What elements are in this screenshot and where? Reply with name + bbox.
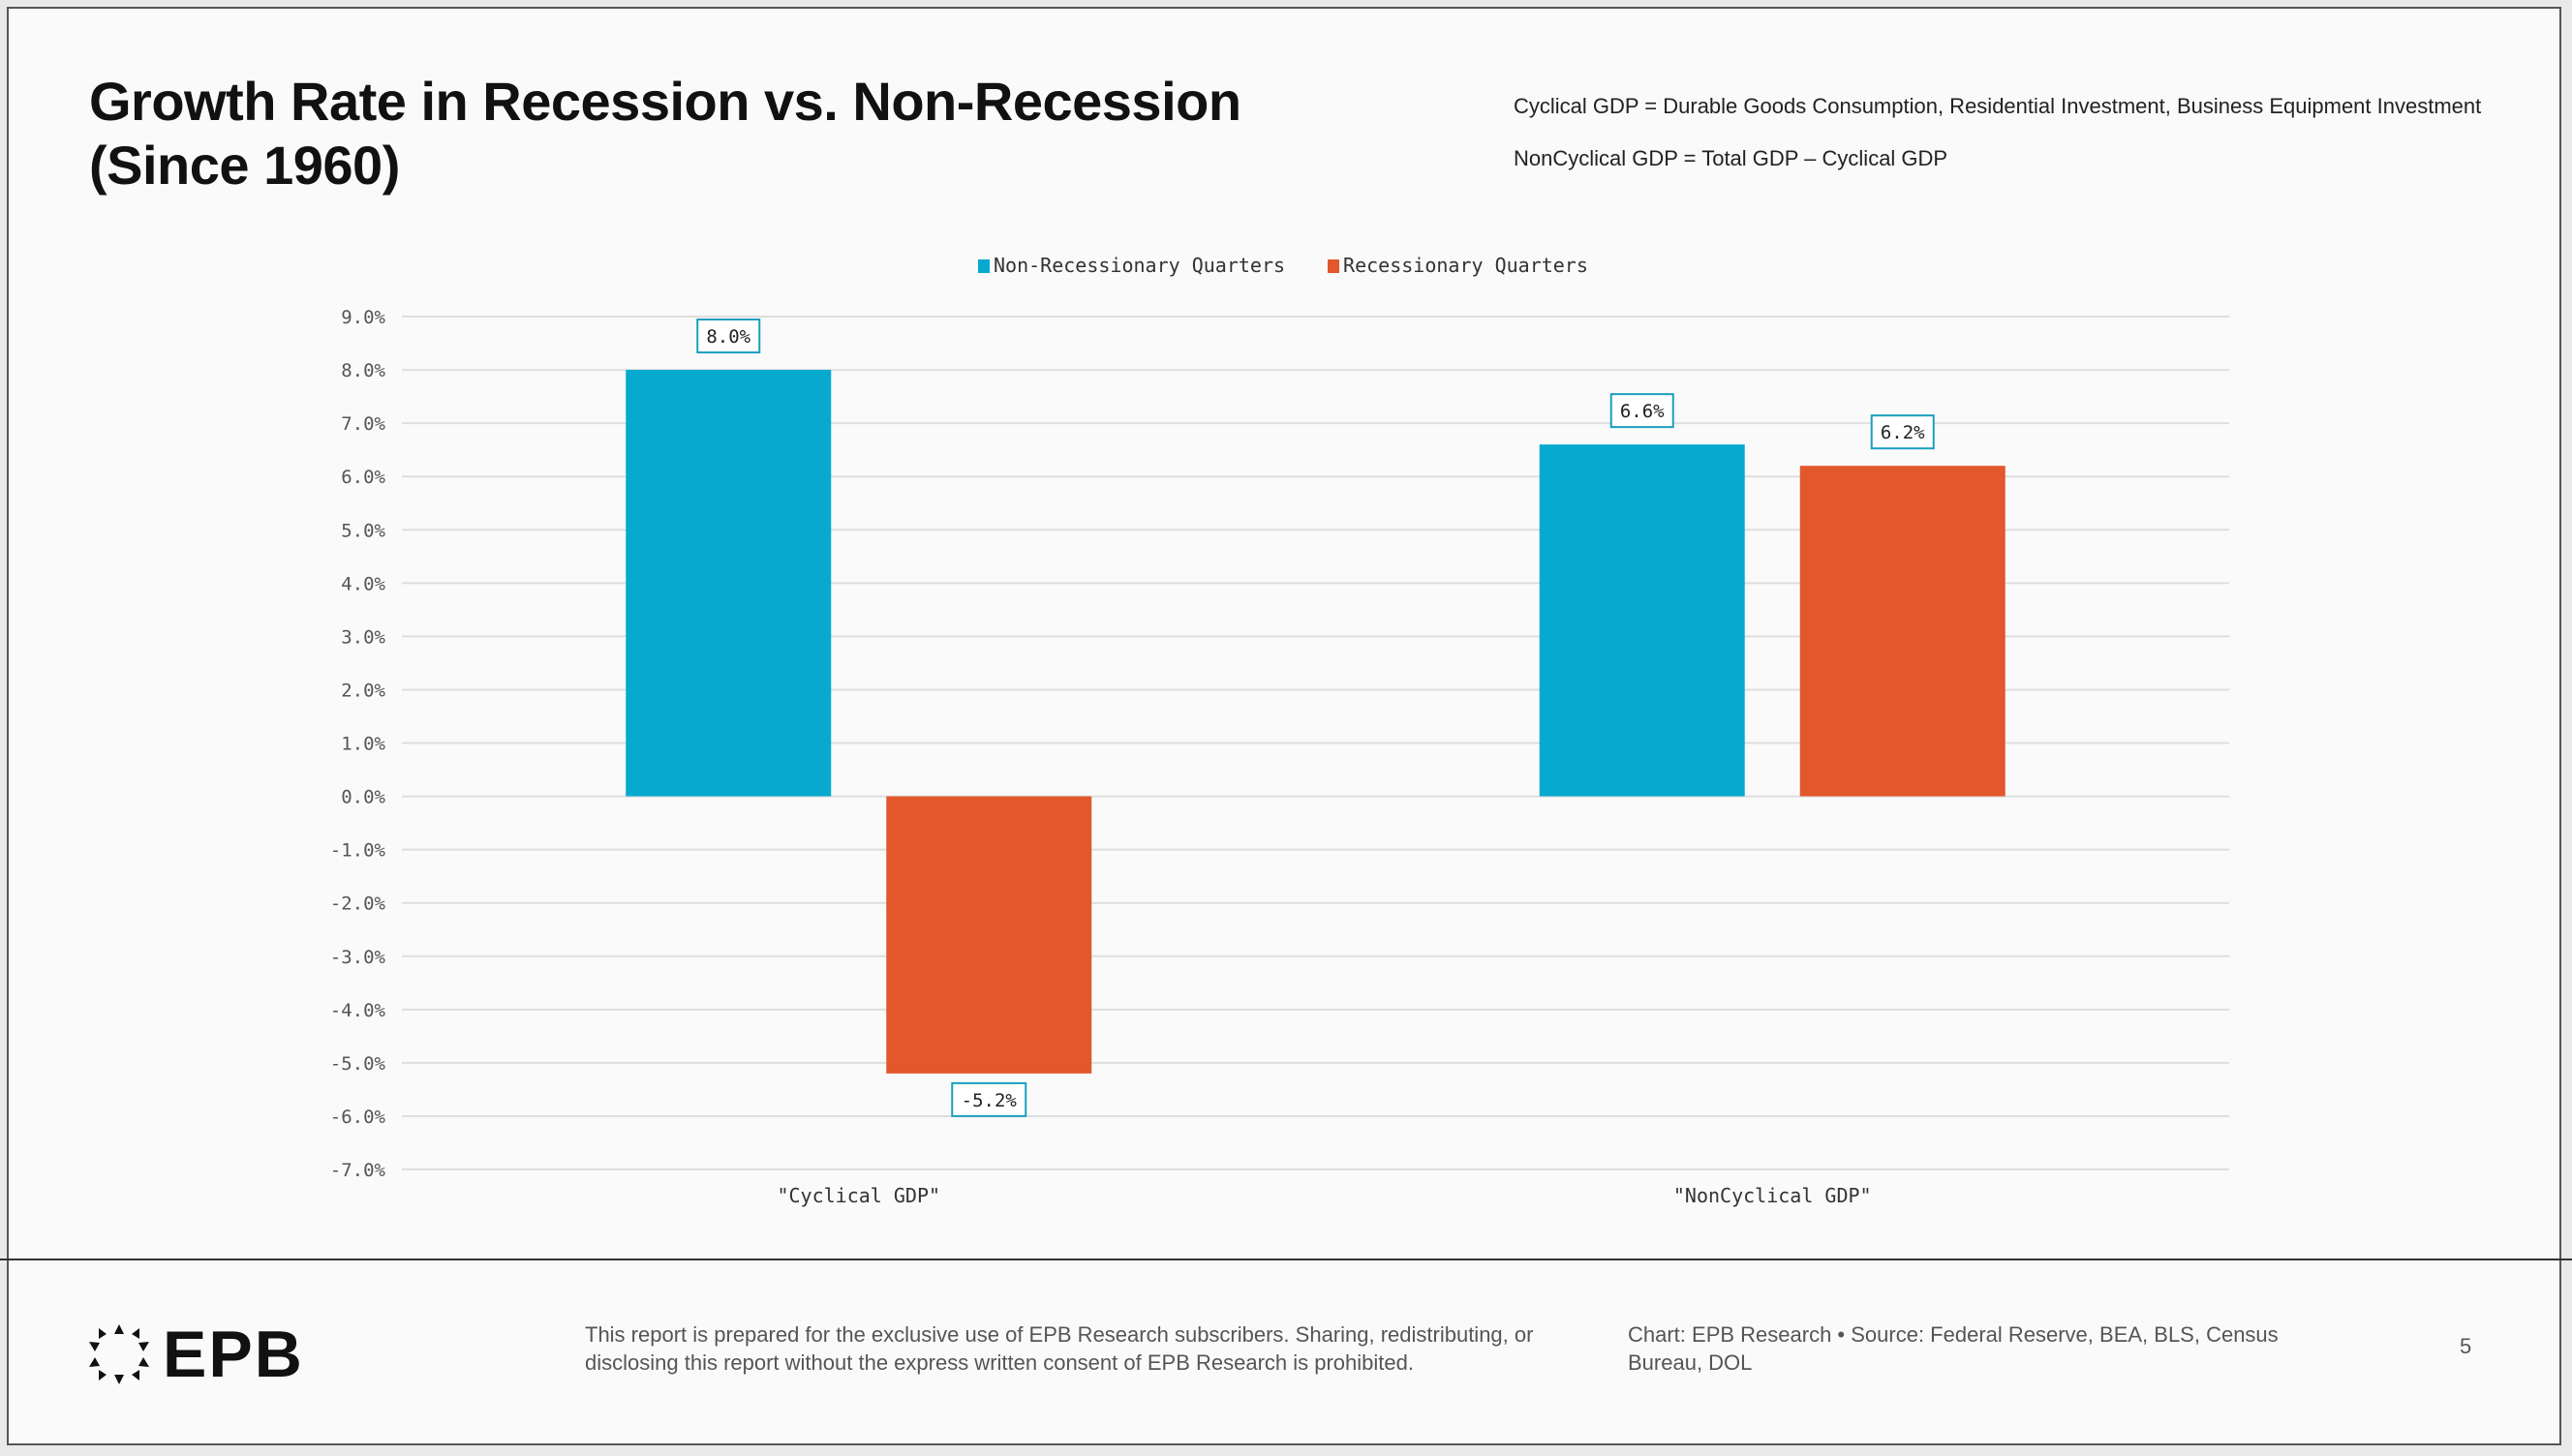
y-tick-label: -5.0% [330, 1053, 386, 1075]
title-line-1: Growth Rate in Recession vs. Non-Recessi… [89, 71, 1241, 132]
y-tick-label: 0.0% [341, 787, 385, 808]
y-tick-label: -7.0% [330, 1160, 386, 1181]
legend-swatch [978, 259, 990, 273]
bar-recessionary [886, 796, 1092, 1074]
disclaimer-text: This report is prepared for the exclusiv… [585, 1322, 1534, 1375]
epb-logo: EPB [87, 1317, 304, 1392]
data-label-box [951, 1081, 1027, 1117]
title-line-2: (Since 1960) [89, 135, 400, 196]
logo-text: EPB [163, 1318, 304, 1391]
y-tick-label: -2.0% [330, 894, 386, 915]
data-label: 6.6% [1620, 401, 1665, 422]
data-label-box [1609, 393, 1674, 429]
legend-label: Recessionary Quarters [1343, 254, 1588, 277]
definition-note-noncyclical: NonCyclical GDP = Total GDP – Cyclical G… [1514, 146, 1948, 170]
data-label-box [696, 318, 761, 354]
data-label: 6.2% [1881, 422, 1925, 443]
x-category-label: "NonCyclical GDP" [1673, 1184, 1872, 1207]
bar-non-recessionary [1539, 444, 1745, 797]
y-tick-label: 4.0% [341, 573, 385, 594]
y-tick-label: -3.0% [330, 947, 386, 968]
legend-label: Non-Recessionary Quarters [994, 254, 1286, 277]
bar-non-recessionary [626, 370, 832, 797]
legend-item-non-recessionary: Non-Recessionary Quarters [978, 254, 1285, 277]
data-label-box [1870, 414, 1935, 450]
chart-legend: Non-Recessionary Quarters Recessionary Q… [978, 254, 1588, 277]
y-tick-label: 7.0% [341, 413, 385, 435]
data-label: 8.0% [706, 326, 750, 348]
slide-page [7, 7, 2561, 1445]
bar-chart: 9.0% 8.0% 7.0% 6.0% 5.0% 4.0% 3.0% 2.0% 1.0% 0.0%… [330, 307, 2229, 1207]
y-tick-label: 1.0% [341, 734, 385, 755]
page-title: Growth Rate in Recession vs. Non-Recessi… [89, 70, 1241, 197]
bar-recessionary [1799, 466, 2006, 797]
legend-item-recessionary: Recessionary Quarters [1328, 254, 1588, 277]
x-category-label: "Cyclical GDP" [777, 1184, 940, 1207]
y-tick-label: -6.0% [330, 1107, 386, 1128]
y-tick-label: 9.0% [341, 307, 385, 328]
page-number: 5 [2460, 1334, 2472, 1358]
footer-divider [0, 1259, 2572, 1260]
y-tick-label: -4.0% [330, 1000, 386, 1021]
definition-note-cyclical: Cyclical GDP = Durable Goods Consumption… [1514, 94, 2482, 118]
y-tick-label: 2.0% [341, 680, 385, 701]
y-tick-label: 5.0% [341, 520, 385, 541]
y-tick-label: 8.0% [341, 360, 385, 381]
y-tick-label: -1.0% [330, 840, 386, 862]
legend-swatch [1328, 259, 1340, 273]
epb-logo-icon [89, 1324, 149, 1384]
data-label: -5.2% [962, 1090, 1018, 1111]
y-tick-label: 6.0% [341, 467, 385, 488]
y-tick-label: 3.0% [341, 626, 385, 648]
source-text: Chart: EPB Research • Source: Federal Re… [1628, 1322, 2279, 1375]
